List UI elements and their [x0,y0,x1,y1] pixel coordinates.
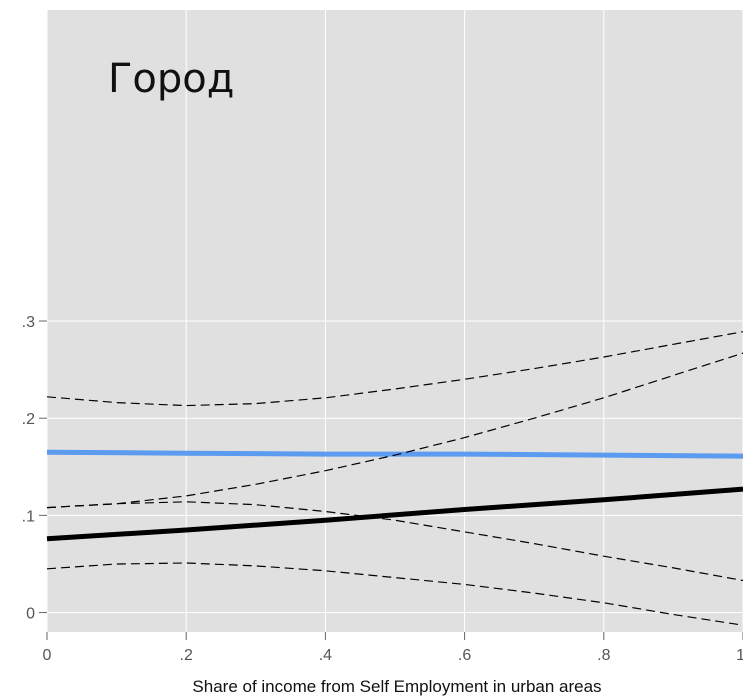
grid-lines [46,10,743,632]
x-tick-label: 1 [736,647,743,664]
series-lines [46,331,743,626]
x-axis-title: Share of income from Self Employment in … [192,677,601,696]
confidence-band-line [46,562,743,626]
panel-title: Город [108,56,234,102]
y-tick-label: .3 [22,314,35,331]
confidence-band-line [46,501,743,582]
y-tick-label: .1 [22,508,35,525]
y-tick-label: 0 [26,606,35,623]
x-tick-label: .6 [458,647,471,664]
x-tick-label: .8 [597,647,610,664]
x-tick-label: .4 [319,647,332,664]
x-tick-label: .2 [180,647,193,664]
axes: 0 .2 .4 .6 .8 1 0 .1 .2 .3 [22,314,743,664]
estimate-line [46,486,743,542]
confidence-band-line [46,352,743,509]
x-tick-label: 0 [43,647,52,664]
estimate-line [46,449,743,459]
confidence-band-line [46,331,743,407]
y-tick-label: .2 [22,411,35,428]
